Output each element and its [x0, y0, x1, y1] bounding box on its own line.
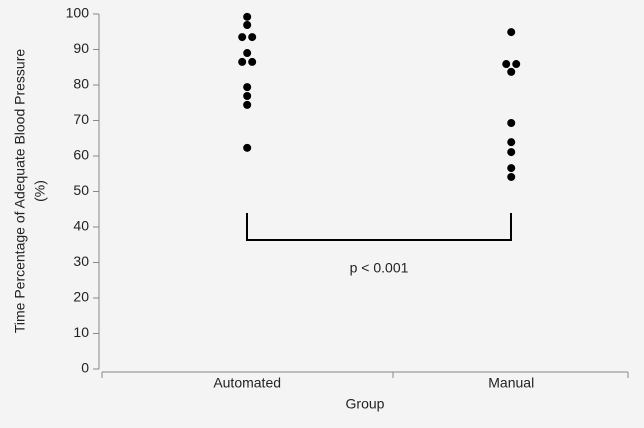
y-tick-label: 60 [73, 147, 89, 163]
y-tick-label: 10 [73, 324, 89, 340]
y-tick-label: 80 [73, 76, 89, 92]
data-point [243, 83, 252, 92]
x-axis-label: Group [346, 396, 385, 412]
data-point [243, 100, 252, 109]
data-point [512, 60, 521, 69]
data-point [248, 33, 257, 42]
x-tick-label: Manual [488, 375, 534, 391]
data-point [507, 138, 516, 147]
y-tick-label: 70 [73, 111, 89, 127]
data-point [243, 92, 252, 101]
data-point [243, 21, 252, 30]
data-point [507, 67, 516, 76]
significance-bracket [246, 213, 512, 241]
annotation: p < 0.001 [350, 260, 409, 276]
data-point [507, 118, 516, 127]
x-tick-label: Automated [213, 375, 281, 391]
data-point [248, 57, 257, 66]
y-axis-label: Time Percentage of Adequate Blood Pressu… [12, 49, 28, 334]
data-point [507, 148, 516, 157]
data-point [507, 172, 516, 181]
data-point [502, 60, 511, 69]
data-point [243, 12, 252, 21]
data-point [507, 28, 516, 37]
y-tick-label: 40 [73, 218, 89, 234]
y-tick-label: 50 [73, 182, 89, 198]
data-point [238, 57, 247, 66]
y-tick-label: 30 [73, 253, 89, 269]
y-axis-label: (%) [32, 180, 48, 202]
y-tick-label: 20 [73, 289, 89, 305]
data-point [243, 143, 252, 152]
y-tick-label: 90 [73, 40, 89, 56]
data-point [238, 33, 247, 42]
y-tick-label: 0 [81, 360, 89, 376]
data-point [507, 164, 516, 173]
y-tick-label: 100 [66, 5, 90, 21]
data-point [243, 49, 252, 58]
